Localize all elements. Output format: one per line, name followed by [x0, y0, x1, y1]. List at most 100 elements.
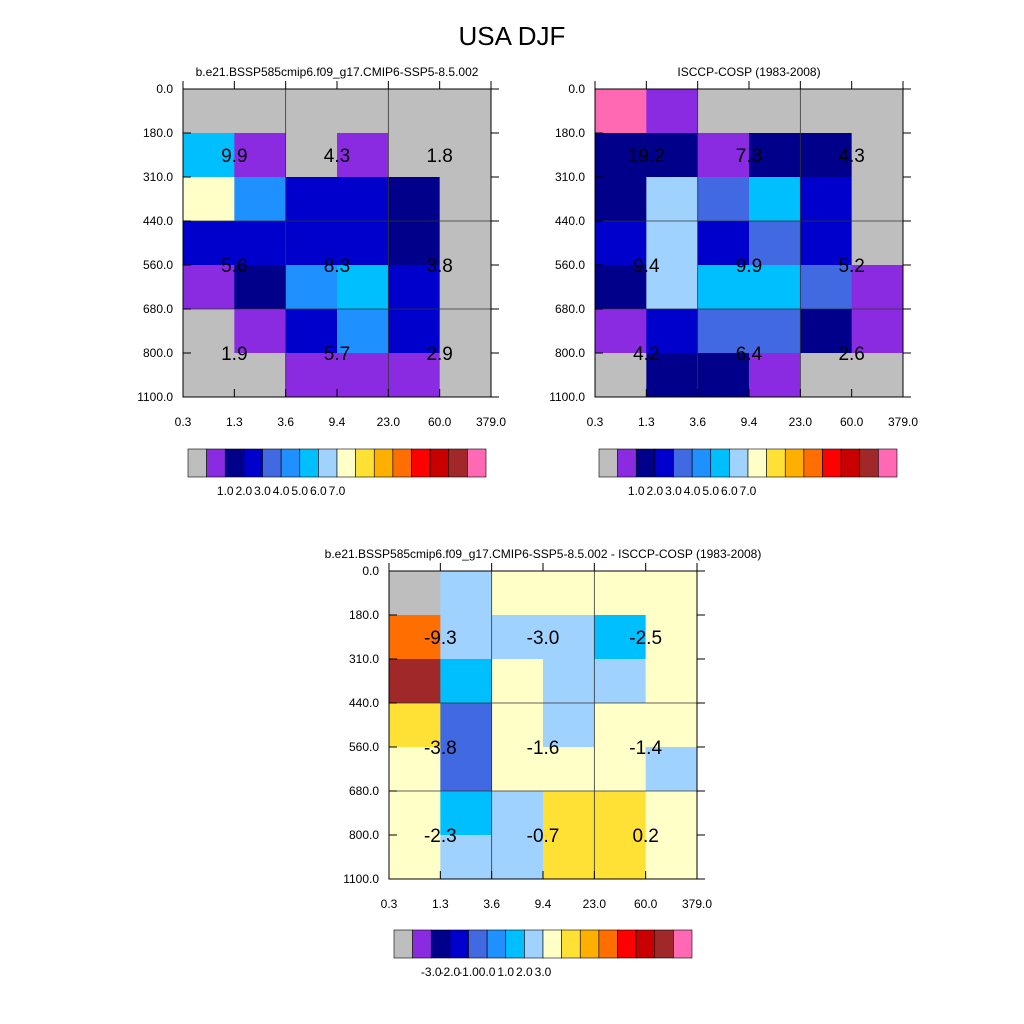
x-tick-label: 1.3: [432, 897, 449, 911]
colorbar-tick-label: 1.0: [628, 484, 645, 498]
colorbar-swatch: [393, 929, 413, 959]
cell-value-label: 9.9: [221, 146, 247, 167]
colorbar-swatch: [878, 448, 898, 478]
heatmap-cell: [749, 89, 801, 134]
y-tick-label: 0.0: [568, 82, 585, 96]
heatmap-cell: [749, 309, 801, 354]
panel-title: b.e21.BSSP585cmip6.f09_g17.CMIP6-SSP5-8.…: [325, 547, 762, 561]
heatmap-cell: [389, 791, 441, 836]
heatmap-cell: [800, 221, 853, 266]
heatmap-cell: [337, 177, 389, 222]
heatmap-cell: [646, 309, 699, 354]
colorbar-swatch: [579, 929, 600, 959]
heatmap-cell: [183, 89, 235, 134]
heatmap-cell: [234, 133, 287, 178]
y-tick-label: 800.0: [349, 828, 379, 842]
y-tick-label: 440.0: [349, 696, 379, 710]
colorbar-swatch: [840, 448, 861, 478]
y-tick-label: 680.0: [555, 302, 585, 316]
heatmap-cell: [800, 133, 853, 178]
y-tick-label: 180.0: [349, 608, 379, 622]
heatmap-cell: [439, 309, 492, 354]
heatmap-cell: [440, 703, 493, 748]
colorbar-tick-label: 6.0: [721, 484, 738, 498]
heatmap-cell: [388, 89, 441, 134]
cell-value-label: 8.3: [324, 256, 350, 277]
heatmap-cell: [800, 89, 853, 134]
heatmap-cell: [851, 221, 904, 266]
colorbar-swatch: [449, 929, 469, 959]
colorbar-swatch: [598, 448, 618, 478]
heatmap-cell: [851, 177, 904, 222]
heatmap-cell: [440, 835, 493, 880]
colorbar-tick-label: 3.0: [254, 484, 271, 498]
cell-value-label: 6.4: [736, 344, 763, 365]
x-tick-label: 379.0: [682, 897, 712, 911]
cell-value-label: -0.7: [527, 826, 560, 847]
heatmap-cell: [543, 791, 595, 836]
x-tick-label: 1.3: [638, 415, 655, 429]
y-tick-label: 1100.0: [343, 872, 379, 886]
heatmap-cell: [388, 309, 441, 354]
heatmap-cell: [645, 703, 698, 748]
cell-value-label: 4.2: [633, 344, 659, 365]
heatmap-cell: [851, 133, 904, 178]
colorbar-swatch: [635, 448, 656, 478]
heatmap-cell: [389, 659, 441, 704]
heatmap-cell: [439, 177, 492, 222]
heatmap-cell: [645, 791, 698, 836]
heatmap-cell: [234, 309, 287, 354]
heatmap-cell: [800, 177, 853, 222]
heatmap-cell: [183, 221, 235, 266]
colorbar-swatch: [336, 448, 356, 478]
cell-value-label: 2.9: [426, 344, 452, 365]
cell-value-label: -3.8: [424, 738, 457, 759]
heatmap-cell: [388, 177, 441, 222]
cell-value-label: 5.7: [324, 344, 350, 365]
colorbar-swatch: [654, 929, 674, 959]
colorbar-tick-label: 2.0: [647, 484, 664, 498]
colorbar-swatch: [691, 448, 712, 478]
cell-value-label: 9.4: [633, 256, 660, 277]
heatmap-cell: [440, 791, 493, 836]
cell-value-label: 2.6: [838, 344, 864, 365]
colorbar-swatch: [373, 448, 394, 478]
heatmap-cell: [439, 353, 492, 398]
heatmap-cell: [440, 747, 493, 792]
cell-value-label: 1.9: [221, 344, 247, 365]
colorbar-tick-label: 4.0: [273, 484, 290, 498]
heatmap-cell: [234, 353, 287, 398]
colorbar-swatch: [598, 929, 618, 959]
colorbar-swatch: [654, 448, 674, 478]
y-tick-label: 440.0: [143, 214, 173, 228]
heatmap-cell: [285, 89, 338, 134]
heatmap-cell: [800, 309, 853, 354]
colorbar-swatch: [187, 448, 207, 478]
colorbar-swatch: [524, 929, 544, 959]
colorbar-tick-label: 6.0: [310, 484, 327, 498]
figure-title: USA DJF: [458, 21, 566, 51]
heatmap-cell: [439, 265, 492, 310]
y-tick-label: 560.0: [349, 740, 379, 754]
colorbar-swatch: [299, 448, 319, 478]
heatmap-cell: [337, 133, 389, 178]
heatmap-panel-2: ISCCP-COSP (1983-2008) 19.2 7.3 4.3 9.4 9.9 5.…: [549, 65, 918, 498]
x-tick-label: 3.6: [689, 415, 706, 429]
heatmap-cell: [645, 835, 698, 880]
heatmap-cell: [749, 353, 801, 398]
heatmap-cell: [389, 703, 441, 748]
colorbar-swatch: [673, 929, 693, 959]
heatmap-cell: [851, 265, 904, 310]
heatmap-cell: [646, 221, 699, 266]
heatmap-cell: [646, 353, 699, 398]
heatmap-cell: [440, 659, 493, 704]
heatmap-cell: [645, 747, 698, 792]
heatmap-panel-1: b.e21.BSSP585cmip6.f09_g17.CMIP6-SSP5-8.…: [137, 65, 506, 498]
cell-value-label: 9.9: [736, 256, 762, 277]
heatmap-cell: [595, 177, 647, 222]
panel-title: b.e21.BSSP585cmip6.f09_g17.CMIP6-SSP5-8.…: [196, 65, 479, 79]
colorbar-tick-label: 4.0: [684, 484, 701, 498]
heatmap-cell: [285, 133, 338, 178]
heatmap-cell: [595, 133, 647, 178]
cell-value-label: 4.3: [838, 146, 864, 167]
